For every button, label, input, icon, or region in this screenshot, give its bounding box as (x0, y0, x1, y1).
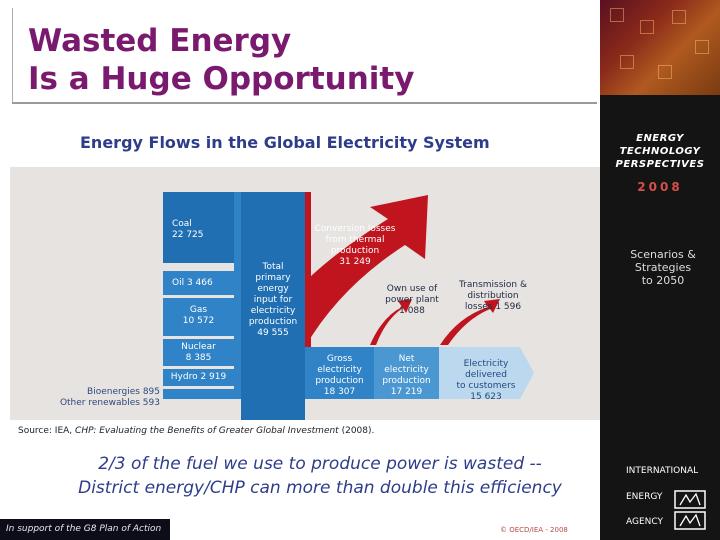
title-line-1: Wasted Energy (28, 23, 292, 59)
iea-line-3: AGENCY (626, 517, 664, 527)
conversion-loss-label: Conversion losses from thermal productio… (314, 224, 396, 267)
gas-label: Gas 10 572 (182, 305, 215, 326)
title-left-rule (12, 8, 13, 104)
source-citation: Source: IEA, CHP: Evaluating the Benefit… (18, 426, 374, 436)
footer-g8: In support of the G8 Plan of Action (0, 519, 170, 540)
bio-box (163, 389, 234, 399)
own-use-label: Own use of power plant 1 088 (385, 284, 439, 316)
flow-shapes (163, 192, 534, 420)
footer-copyright: © OECD/IEA - 2008 (500, 526, 568, 534)
oil-box (163, 271, 234, 295)
gas-box (163, 298, 234, 336)
total-primary-box (241, 192, 305, 420)
tagline: 2/3 of the fuel we use to produce power … (78, 454, 562, 498)
sidebar (600, 0, 720, 540)
net-label: Net electricity production 17 219 (382, 354, 431, 397)
delivered-arrow (439, 347, 534, 399)
energy-flow-diagram: Coal 22 725 Oil 3 466 Gas 10 572 Nuclear… (10, 167, 600, 420)
scenarios-label: Scenarios & Strategies to 2050 (630, 248, 696, 287)
conversion-loss-arrow (305, 192, 428, 347)
coal-box (163, 192, 234, 263)
iea-line-2: ENERGY (626, 492, 663, 502)
source-prefix: Source: IEA, (18, 426, 76, 436)
transmission-arrow (440, 299, 500, 345)
hydro-label: Hydro 2 919 (170, 372, 227, 382)
bio-label: Bioenergies 895 Other renewables 593 (59, 387, 160, 408)
title-rule (12, 102, 597, 104)
source-title: CHP: Evaluating the Benefits of Greater … (75, 426, 339, 436)
iea-logo-icon (674, 490, 706, 530)
hydro-box (163, 369, 234, 386)
etp-year: 2008 (637, 180, 683, 194)
gross-box (305, 347, 374, 399)
input-connector (234, 192, 241, 399)
net-box (374, 347, 439, 399)
nuclear-box (163, 339, 234, 366)
oil-label: Oil 3 466 (172, 278, 213, 288)
diagram-subtitle: Energy Flows in the Global Electricity S… (80, 133, 490, 152)
source-suffix: (2008). (338, 426, 375, 436)
gross-label: Gross electricity production 18 307 (315, 354, 364, 397)
coal-label: Coal 22 725 (172, 219, 204, 240)
nuclear-label: Nuclear 8 385 (181, 342, 216, 363)
own-use-arrow (370, 299, 412, 345)
title-line-2: Is a Huge Opportunity (28, 61, 415, 97)
transmission-label: Transmission & distribution losses 1 596 (458, 280, 528, 312)
slide-title: Wasted Energy Is a Huge Opportunity (28, 22, 414, 98)
delivered-label: Electricity delivered to customers 15 62… (456, 359, 516, 402)
sidebar-banner-pattern (600, 0, 720, 95)
iea-line-1: INTERNATIONAL (626, 466, 699, 476)
etp-title: ENERGY TECHNOLOGY PERSPECTIVES (615, 133, 705, 170)
total-primary-label: Total primary energy input for electrici… (248, 262, 298, 338)
